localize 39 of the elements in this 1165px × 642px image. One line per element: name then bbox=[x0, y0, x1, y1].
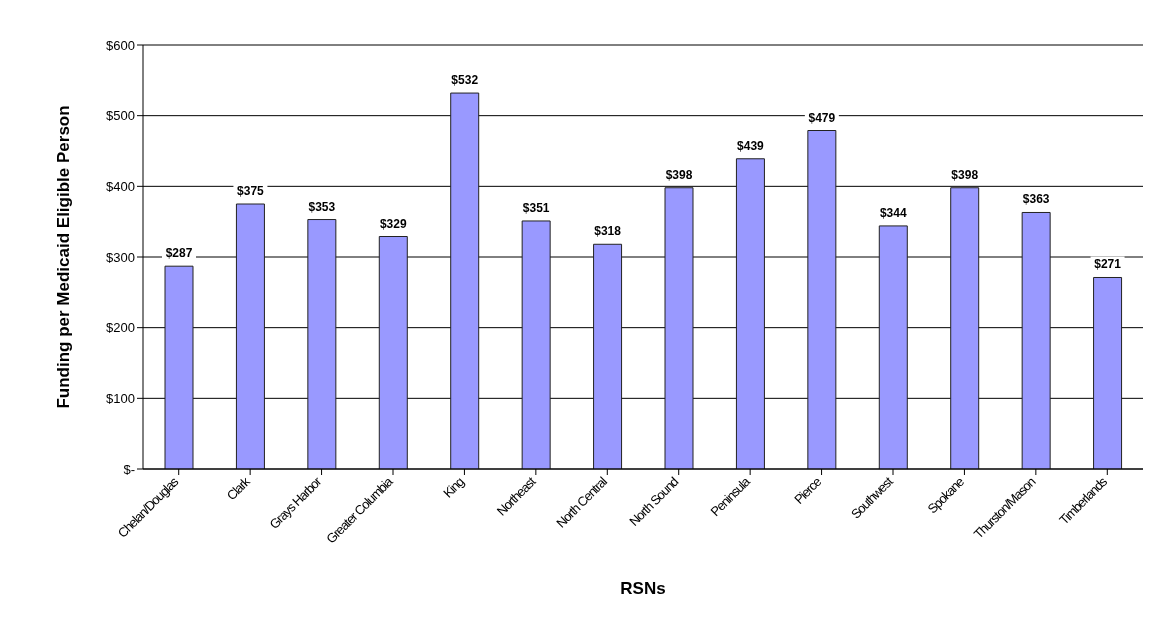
bar bbox=[378, 236, 408, 469]
data-label: $353 bbox=[308, 199, 336, 214]
data-label: $398 bbox=[665, 167, 693, 182]
bar bbox=[950, 187, 980, 469]
y-tick-label: $- bbox=[123, 461, 135, 477]
bar bbox=[164, 265, 194, 469]
bar bbox=[878, 225, 908, 469]
data-label: $271 bbox=[1094, 257, 1122, 272]
data-label: $479 bbox=[808, 110, 836, 125]
data-label: $363 bbox=[1022, 192, 1050, 207]
data-label: $318 bbox=[594, 224, 622, 239]
bar bbox=[1021, 211, 1051, 469]
data-label: $329 bbox=[379, 216, 407, 231]
data-label: $439 bbox=[737, 138, 765, 153]
bar bbox=[307, 219, 337, 469]
data-label: $287 bbox=[165, 246, 193, 261]
data-label: $398 bbox=[951, 167, 979, 182]
bar bbox=[735, 158, 765, 469]
y-tick-label: $600 bbox=[106, 37, 135, 53]
x-tick-label: King bbox=[440, 473, 468, 501]
y-tick-label: $200 bbox=[106, 320, 135, 336]
y-tick-label: $500 bbox=[106, 108, 135, 124]
bar bbox=[521, 220, 551, 469]
y-tick-label: $400 bbox=[106, 178, 135, 194]
data-label: $351 bbox=[522, 200, 550, 215]
bar bbox=[664, 187, 694, 469]
bar bbox=[450, 92, 480, 469]
bar bbox=[235, 203, 265, 469]
y-axis-title: Funding per Medicaid Eligible Person bbox=[54, 105, 74, 409]
data-label: $344 bbox=[879, 205, 907, 220]
bar bbox=[1093, 276, 1123, 469]
x-tick-label: Clark bbox=[223, 473, 254, 504]
data-label: $532 bbox=[451, 73, 479, 88]
bar bbox=[593, 243, 623, 469]
x-axis-title: RSNs bbox=[620, 579, 666, 598]
y-tick-label: $300 bbox=[106, 249, 135, 265]
bar bbox=[807, 130, 837, 469]
y-tick-label: $100 bbox=[106, 390, 135, 406]
data-label: $375 bbox=[237, 184, 265, 198]
